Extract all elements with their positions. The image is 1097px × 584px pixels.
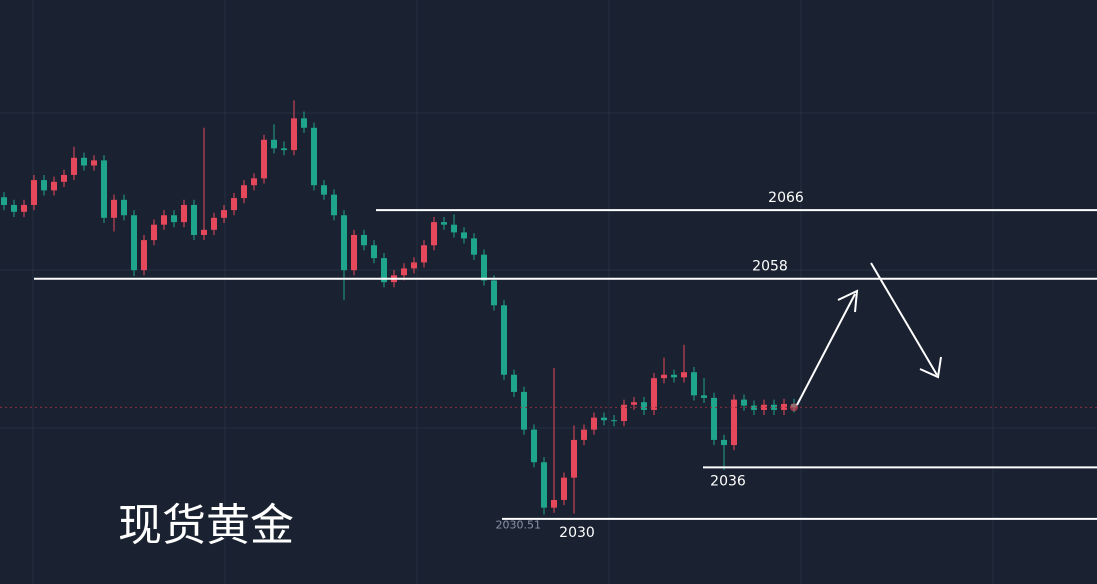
candle-body xyxy=(551,499,557,508)
candle-body xyxy=(421,245,427,263)
candle-body xyxy=(561,477,567,500)
candle-body xyxy=(451,224,457,233)
candle-body xyxy=(521,391,527,430)
candle-body xyxy=(31,180,37,205)
candle-body xyxy=(401,268,407,276)
level-label: 2036 xyxy=(710,473,746,489)
candle-body xyxy=(341,215,347,271)
candle-body xyxy=(671,374,677,378)
candle-body xyxy=(51,181,57,191)
candle-body xyxy=(431,222,437,246)
candle-body xyxy=(261,139,267,179)
candle-body xyxy=(251,178,257,186)
candle-body xyxy=(581,429,587,440)
candle-body xyxy=(241,185,247,199)
candle-body xyxy=(601,417,607,421)
candle-body xyxy=(201,229,207,235)
level-label: 2066 xyxy=(768,190,804,206)
candle-body xyxy=(221,210,227,218)
candle-body xyxy=(531,429,537,463)
candle-body xyxy=(301,118,307,128)
candle-body xyxy=(351,234,357,271)
candle-body xyxy=(461,232,467,239)
candle-body xyxy=(491,280,497,306)
candle-body xyxy=(171,215,177,223)
candle-body xyxy=(1,197,7,205)
candle-body xyxy=(291,118,297,151)
candle-body xyxy=(151,224,157,241)
candle-body xyxy=(371,245,377,259)
candle-body xyxy=(511,374,517,392)
candle-body xyxy=(91,160,97,166)
candle-body xyxy=(281,148,287,151)
candle-body xyxy=(681,372,687,378)
candle-body xyxy=(61,174,67,182)
candle-body xyxy=(131,215,137,271)
level-label: 2058 xyxy=(752,259,788,275)
arrow-up xyxy=(796,289,859,406)
candle-body xyxy=(741,399,747,406)
candle-body xyxy=(231,198,237,211)
candle-body xyxy=(321,185,327,195)
candle-body xyxy=(481,254,487,281)
candle-body xyxy=(271,139,277,149)
candle-body xyxy=(111,199,117,218)
candle-body xyxy=(471,238,477,255)
candle-body xyxy=(721,439,727,446)
candle-body xyxy=(751,405,757,410)
candle-body xyxy=(211,217,217,230)
candle-body xyxy=(101,160,107,218)
candle-body xyxy=(611,420,617,422)
candle-body xyxy=(411,262,417,269)
arrow-down xyxy=(870,262,942,379)
levels: 2066 2058 2036 2030 xyxy=(34,190,1097,541)
candle-body xyxy=(701,395,707,398)
candles: 2030.51 xyxy=(0,100,1097,531)
candle-body xyxy=(501,305,507,375)
candle-body xyxy=(141,240,147,271)
projection-arrows xyxy=(796,262,942,406)
candle-body xyxy=(381,258,387,283)
last-price-dot xyxy=(790,403,798,412)
candle-body xyxy=(781,403,787,410)
candle-body xyxy=(771,404,777,410)
candle-body xyxy=(621,404,627,422)
candle-body xyxy=(311,127,317,186)
candle-body xyxy=(591,417,597,430)
candle-body xyxy=(121,199,127,216)
candle-body xyxy=(71,157,77,175)
candle-body xyxy=(191,204,197,235)
candle-body xyxy=(661,374,667,379)
candle-body xyxy=(361,234,367,246)
candle-body xyxy=(691,372,697,396)
candle-body xyxy=(571,439,577,478)
candle-body xyxy=(81,157,87,166)
candle-body xyxy=(731,399,737,446)
chart-title: 现货黄金 xyxy=(118,500,294,551)
candle-body xyxy=(651,378,657,410)
candle-body xyxy=(181,204,187,223)
candle-body xyxy=(41,180,47,191)
candle-body xyxy=(331,194,337,216)
low-price-label: 2030.51 xyxy=(496,518,542,531)
candle-body xyxy=(641,402,647,410)
candle-body xyxy=(161,215,167,225)
candle-body xyxy=(761,404,767,410)
candle-body xyxy=(11,204,17,212)
candle-body xyxy=(441,222,447,225)
candle-body xyxy=(541,462,547,508)
candle-body xyxy=(21,204,27,212)
level-label: 2030 xyxy=(559,525,595,541)
candle-body xyxy=(711,397,717,440)
candle-body xyxy=(631,402,637,405)
